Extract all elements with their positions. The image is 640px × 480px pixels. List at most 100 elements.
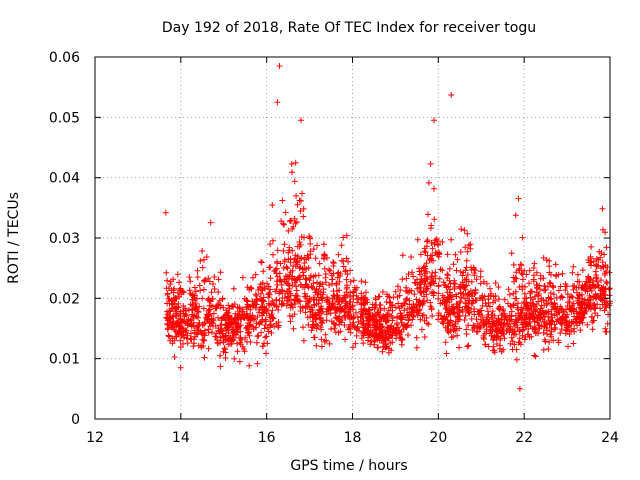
data-point: [265, 291, 272, 298]
data-point: [291, 178, 298, 185]
data-point: [492, 280, 499, 286]
data-point: [247, 284, 254, 291]
data-point: [427, 303, 434, 310]
data-point: [366, 313, 373, 320]
data-point: [231, 334, 237, 341]
data-point: [396, 292, 403, 299]
data-point: [534, 285, 541, 292]
data-point: [491, 312, 498, 319]
data-point: [434, 241, 441, 248]
data-point: [205, 326, 212, 333]
data-point: [393, 335, 400, 342]
data-point: [347, 329, 354, 336]
data-point: [313, 301, 320, 308]
data-point: [451, 277, 458, 284]
data-point: [498, 312, 505, 319]
data-point: [565, 322, 572, 329]
data-point: [396, 327, 403, 334]
data-point: [268, 329, 275, 336]
data-point: [519, 234, 526, 241]
data-point: [244, 338, 250, 345]
data-point: [522, 334, 529, 341]
data-point: [319, 291, 326, 298]
data-point: [564, 291, 571, 298]
data-point: [341, 292, 348, 299]
data-point: [516, 326, 523, 333]
data-point: [418, 284, 424, 291]
data-point: [576, 293, 583, 299]
data-point: [293, 276, 300, 283]
data-point: [544, 327, 550, 334]
data-point: [532, 326, 539, 333]
data-point: [321, 338, 328, 345]
data-point: [312, 255, 319, 262]
data-point: [284, 297, 290, 304]
data-point: [485, 311, 492, 318]
data-point: [482, 341, 489, 348]
data-point: [341, 305, 348, 312]
data-point: [485, 299, 492, 306]
data-point: [274, 273, 281, 280]
data-point: [298, 197, 304, 204]
data-point: [283, 275, 290, 282]
data-point: [570, 308, 577, 314]
data-point: [194, 267, 201, 274]
data-point: [271, 302, 278, 309]
data-point: [266, 290, 273, 296]
data-point: [481, 336, 487, 342]
data-point: [278, 281, 285, 288]
data-point: [410, 273, 417, 280]
data-point: [553, 272, 560, 278]
axis-ticks: 12 14 16 18 20 22 24 0 0.01 0.02 0.03 0.04 0.05 0.06: [49, 50, 619, 446]
data-point: [531, 352, 538, 359]
data-point: [272, 266, 279, 273]
data-point: [389, 339, 396, 346]
data-point: [307, 240, 314, 247]
data-point: [464, 271, 471, 278]
data-point: [352, 340, 359, 347]
data-point: [222, 332, 229, 339]
data-point: [280, 247, 287, 254]
data-point: [309, 324, 316, 331]
data-point: [546, 339, 553, 346]
data-point: [353, 309, 359, 316]
data-point: [273, 296, 280, 303]
data-point: [508, 250, 515, 257]
data-point: [313, 325, 320, 332]
data-point: [602, 229, 609, 236]
data-point: [456, 304, 463, 311]
data-point: [559, 315, 565, 322]
data-point: [442, 339, 449, 346]
data-point: [513, 295, 520, 302]
data-point: [544, 321, 551, 328]
data-point: [252, 291, 259, 298]
data-point: [331, 325, 338, 332]
data-point: [178, 328, 185, 334]
data-point: [176, 279, 183, 286]
data-point: [576, 278, 583, 285]
data-point: [221, 345, 228, 352]
data-point: [459, 306, 466, 313]
y-tick-label: 0.01: [49, 352, 80, 368]
data-point: [508, 313, 515, 320]
data-point: [347, 267, 354, 274]
data-point: [454, 313, 461, 320]
data-point: [270, 315, 277, 322]
data-point: [501, 296, 508, 303]
data-point: [189, 307, 196, 314]
data-point: [502, 313, 509, 320]
data-point: [357, 296, 364, 303]
data-point: [397, 315, 404, 322]
data-point: [205, 307, 212, 314]
data-point: [245, 320, 252, 326]
data-point: [190, 336, 197, 343]
data-point: [483, 328, 490, 335]
data-point: [231, 315, 238, 322]
data-point: [206, 278, 213, 285]
data-point: [536, 322, 543, 329]
data-point: [570, 263, 577, 270]
data-point: [346, 304, 353, 311]
data-point: [265, 328, 272, 335]
data-point: [219, 295, 226, 302]
data-point: [244, 329, 251, 336]
